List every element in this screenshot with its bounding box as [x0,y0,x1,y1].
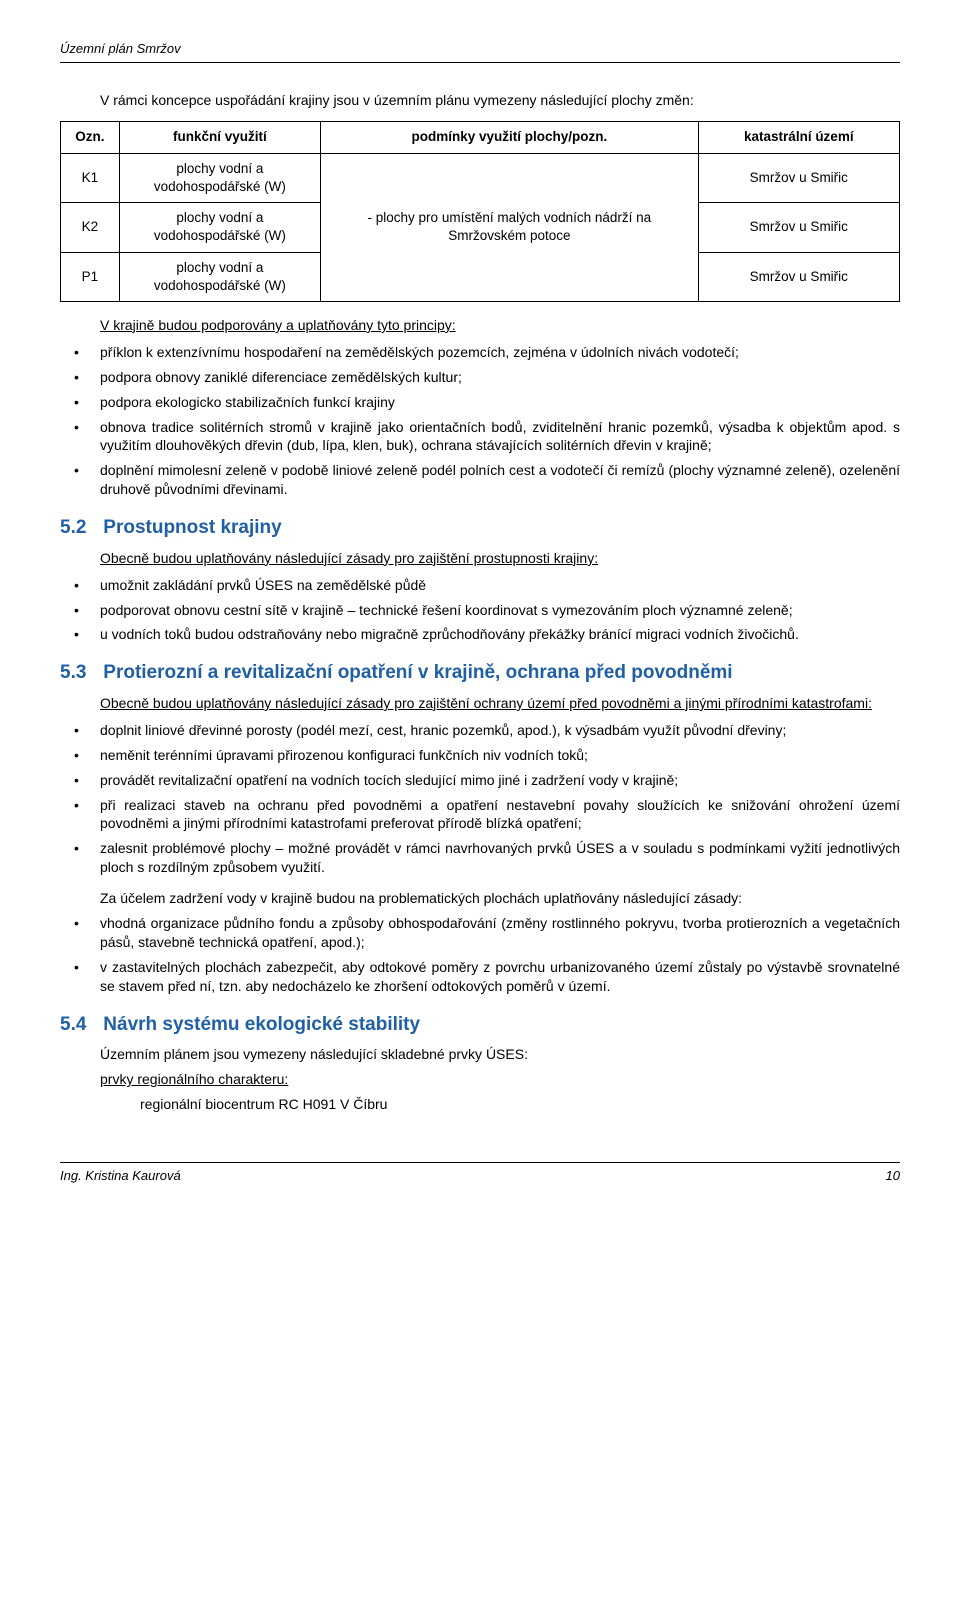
section-5-2-heading: 5.2 Prostupnost krajiny [60,515,900,541]
list-item: obnova tradice solitérních stromů v kraj… [60,418,900,456]
section-title: Návrh systému ekologické stability [103,1014,420,1035]
th-funk: funkční využití [119,122,320,153]
th-pod: podmínky využití plochy/pozn. [321,122,699,153]
principles-list: příklon k extenzívnímu hospodaření na ze… [60,343,900,499]
page-header: Územní plán Smržov [60,40,900,63]
sec53-lead: Obecně budou uplatňovány následující zás… [100,694,900,713]
zone-table: Ozn. funkční využití podmínky využití pl… [60,121,900,302]
sec54-p2: prvky regionálního charakteru: [60,1070,900,1089]
sec53-list-b: vhodná organizace půdního fondu a způsob… [60,914,900,996]
section-5-3-heading: 5.3 Protierozní a revitalizační opatření… [60,660,900,686]
cell-funk: plochy vodní a vodohospodářské (W) [119,203,320,252]
section-5-4-heading: 5.4 Návrh systému ekologické stability [60,1012,900,1038]
list-item: provádět revitalizační opatření na vodní… [60,771,900,790]
cell-ozn: K1 [61,153,120,202]
sec52-list: umožnit zakládání prvků ÚSES na zeměděls… [60,576,900,645]
list-item: umožnit zakládání prvků ÚSES na zeměděls… [60,576,900,595]
section-number: 5.4 [60,1012,98,1038]
section-title: Protierozní a revitalizační opatření v k… [103,662,732,683]
cell-kat: Smržov u Smiřic [698,203,899,252]
principles-lead: V krajině budou podporovány a uplatňován… [100,316,900,335]
table-header-row: Ozn. funkční využití podmínky využití pl… [61,122,900,153]
list-item: při realizaci staveb na ochranu před pov… [60,796,900,834]
section-number: 5.2 [60,515,98,541]
cell-kat: Smržov u Smiřic [698,153,899,202]
list-item: doplnit liniové dřevinné porosty (podél … [60,721,900,740]
sec54-p3: regionální biocentrum RC H091 V Číbru [140,1095,900,1114]
cell-pod-merged: - plochy pro umístění malých vodních nád… [321,153,699,301]
list-item: podporovat obnovu cestní sítě v krajině … [60,601,900,620]
cell-funk: plochy vodní a vodohospodářské (W) [119,252,320,301]
table-row: K1 plochy vodní a vodohospodářské (W) - … [61,153,900,202]
section-number: 5.3 [60,660,98,686]
sec53-mid: Za účelem zadržení vody v krajině budou … [60,889,900,908]
footer-page-number: 10 [886,1167,900,1185]
cell-funk: plochy vodní a vodohospodářské (W) [119,153,320,202]
cell-ozn: P1 [61,252,120,301]
list-item: u vodních toků budou odstraňovány nebo m… [60,625,900,644]
sec53-list-a: doplnit liniové dřevinné porosty (podél … [60,721,900,877]
cell-kat: Smržov u Smiřic [698,252,899,301]
th-kat: katastrální území [698,122,899,153]
list-item: vhodná organizace půdního fondu a způsob… [60,914,900,952]
list-item: v zastavitelných plochách zabezpečit, ab… [60,958,900,996]
th-ozn: Ozn. [61,122,120,153]
list-item: podpora ekologicko stabilizačních funkcí… [60,393,900,412]
cell-ozn: K2 [61,203,120,252]
list-item: zalesnit problémové plochy – možné prová… [60,839,900,877]
list-item: podpora obnovy zaniklé diferenciace země… [60,368,900,387]
sec52-lead: Obecně budou uplatňovány následující zás… [100,549,900,568]
sec54-p1: Územním plánem jsou vymezeny následující… [60,1045,900,1064]
intro-paragraph: V rámci koncepce uspořádání krajiny jsou… [60,91,900,110]
section-title: Prostupnost krajiny [103,517,281,538]
list-item: příklon k extenzívnímu hospodaření na ze… [60,343,900,362]
list-item: neměnit terénními úpravami přirozenou ko… [60,746,900,765]
footer-author: Ing. Kristina Kaurová [60,1167,181,1185]
list-item: doplnění mimolesní zeleně v podobě linio… [60,461,900,499]
page-footer: Ing. Kristina Kaurová 10 [60,1162,900,1185]
